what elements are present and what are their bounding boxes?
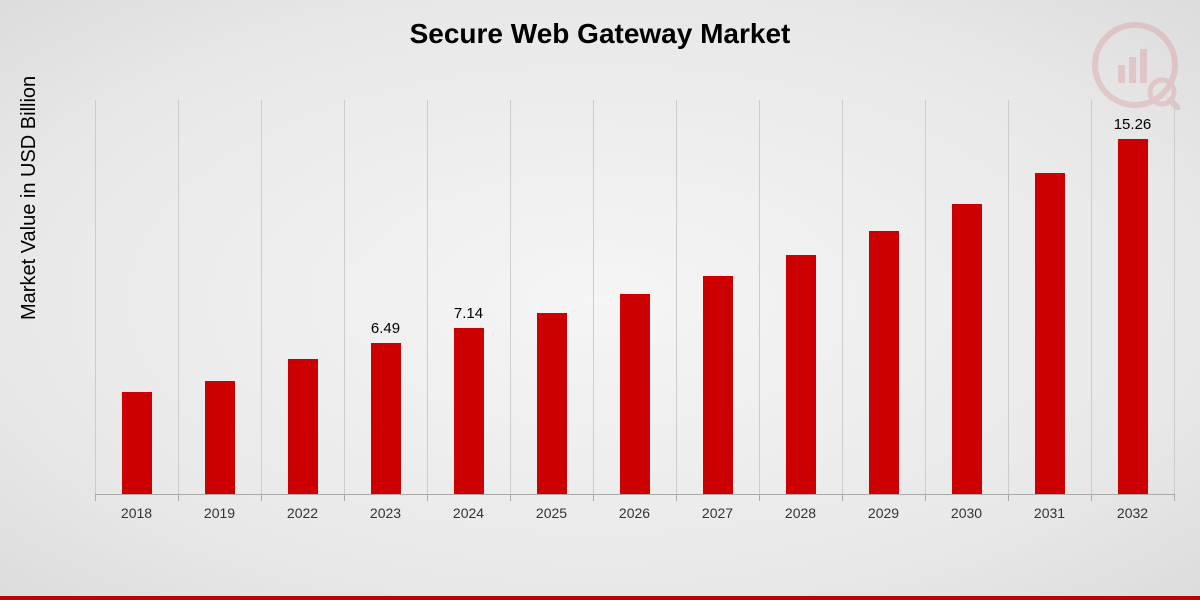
tick-mark (178, 495, 179, 501)
grid-line (261, 100, 262, 494)
tick-mark (261, 495, 262, 501)
bar (1118, 139, 1148, 494)
bar-value-label: 7.14 (427, 305, 510, 322)
bar-value-label: 6.49 (344, 320, 427, 337)
bar (454, 328, 484, 494)
x-tick-label: 2028 (759, 505, 842, 521)
grid-line (593, 100, 594, 494)
x-tick-label: 2023 (344, 505, 427, 521)
x-tick-label: 2024 (427, 505, 510, 521)
bar (869, 231, 899, 494)
x-tick-label: 2018 (95, 505, 178, 521)
grid-line (676, 100, 677, 494)
grid-line (178, 100, 179, 494)
grid-line (1174, 100, 1175, 494)
tick-mark (842, 495, 843, 501)
x-tick-label: 2030 (925, 505, 1008, 521)
bar (537, 313, 567, 494)
tick-mark (95, 495, 96, 501)
x-tick-label: 2032 (1091, 505, 1174, 521)
tick-mark (1174, 495, 1175, 501)
x-tick-label: 2031 (1008, 505, 1091, 521)
bar (371, 343, 401, 494)
x-tick-label: 2026 (593, 505, 676, 521)
grid-line (95, 100, 96, 494)
tick-mark (925, 495, 926, 501)
tick-mark (759, 495, 760, 501)
plot-area: 6.497.14 15.26 (95, 100, 1175, 495)
bar-value-label: 15.26 (1091, 116, 1174, 133)
bar (288, 359, 318, 494)
grid-line (427, 100, 428, 494)
x-tick-label: 2022 (261, 505, 344, 521)
grid-line (842, 100, 843, 494)
bottom-accent-border (0, 596, 1200, 600)
grid-line (510, 100, 511, 494)
tick-mark (676, 495, 677, 501)
x-tick-label: 2029 (842, 505, 925, 521)
tick-mark (344, 495, 345, 501)
bar (205, 381, 235, 494)
x-tick-label: 2019 (178, 505, 261, 521)
tick-mark (510, 495, 511, 501)
bar (122, 392, 152, 494)
bar (1035, 173, 1065, 494)
grid-line (1008, 100, 1009, 494)
grid-line (344, 100, 345, 494)
grid-line (1091, 100, 1092, 494)
tick-mark (1091, 495, 1092, 501)
grid-line (925, 100, 926, 494)
bar (952, 204, 982, 494)
tick-mark (593, 495, 594, 501)
x-tick-label: 2027 (676, 505, 759, 521)
tick-mark (427, 495, 428, 501)
grid-line (759, 100, 760, 494)
y-axis-label: Market Value in USD Billion (18, 76, 41, 320)
chart-container: 6.497.1415.26 20182019202220232024202520… (95, 100, 1175, 540)
tick-mark (1008, 495, 1009, 501)
bar (703, 276, 733, 494)
bar (620, 294, 650, 494)
x-tick-label: 2025 (510, 505, 593, 521)
bar (786, 255, 816, 494)
chart-title: Secure Web Gateway Market (0, 0, 1200, 50)
